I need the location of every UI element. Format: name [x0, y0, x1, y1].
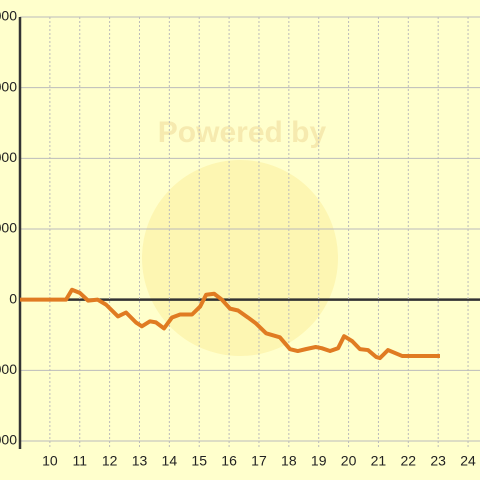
x-tick-label: 17	[251, 453, 267, 469]
x-tick-label: 11	[72, 453, 87, 469]
watermark: Powered by	[158, 116, 327, 149]
x-tick-label: 10	[42, 453, 58, 469]
x-tick-label: 23	[430, 453, 446, 469]
x-tick-label: 21	[371, 453, 387, 469]
y-tick-label: -6,000	[0, 432, 17, 448]
x-tick-label: 19	[311, 453, 327, 469]
y-tick-label: 12,000	[0, 8, 17, 24]
x-tick-label: 14	[162, 453, 178, 469]
watermark-logo	[142, 160, 338, 356]
y-tick-label: 6,000	[0, 149, 17, 165]
y-tick-label: 9,000	[0, 78, 17, 94]
data-line	[20, 287, 440, 361]
x-tick-label: 16	[221, 453, 237, 469]
x-tick-label: 20	[341, 453, 357, 469]
x-tick-label: 13	[132, 453, 148, 469]
y-tick-label: 3,000	[0, 220, 17, 236]
y-tick-label: -3,000	[0, 361, 17, 377]
x-tick-label: 12	[102, 453, 118, 469]
y-tick-label: 0	[9, 290, 17, 306]
x-tick-label: 18	[281, 453, 297, 469]
x-tick-label: 24	[460, 453, 476, 469]
x-tick-label: 22	[401, 453, 417, 469]
x-tick-label: 15	[191, 453, 207, 469]
